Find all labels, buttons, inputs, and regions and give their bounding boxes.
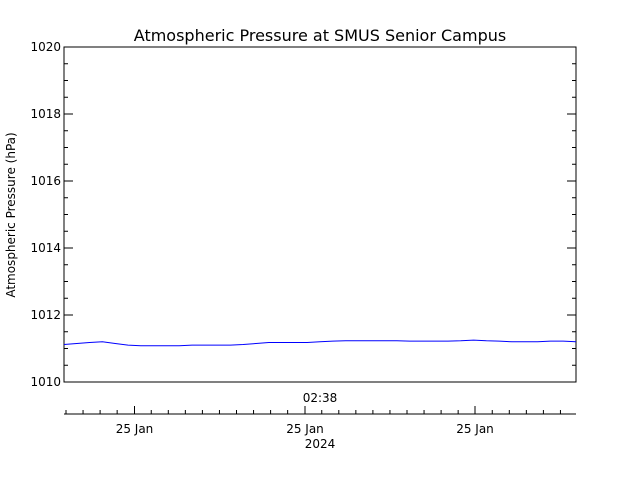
x-tick-label: 25 Jan [286,422,324,436]
y-tick-label: 1018 [30,107,61,121]
x-top-label: 02:38 [303,391,338,405]
y-tick-label: 1010 [30,375,61,389]
series-line [63,339,577,347]
y-tick-label: 1016 [30,174,61,188]
y-axis-tick-labels: 1010 1012 1014 1016 1018 1020 [30,40,61,389]
y-tick-label: 1014 [30,241,61,255]
x-year-label: 2024 [305,437,336,451]
y-tick-label: 1020 [30,40,61,54]
chart-title: Atmospheric Pressure at SMUS Senior Camp… [134,26,506,45]
y-tick-label: 1012 [30,308,61,322]
plot-area [63,46,577,383]
x-axis-tick-labels: 25 Jan 25 Jan 25 Jan [116,422,494,436]
x-tick-label: 25 Jan [116,422,154,436]
x-axis-ticks [65,406,561,414]
y-axis-title: Atmospheric Pressure (hPa) [4,132,18,297]
x-tick-label: 25 Jan [456,422,494,436]
y-axis-ticks [64,46,576,383]
